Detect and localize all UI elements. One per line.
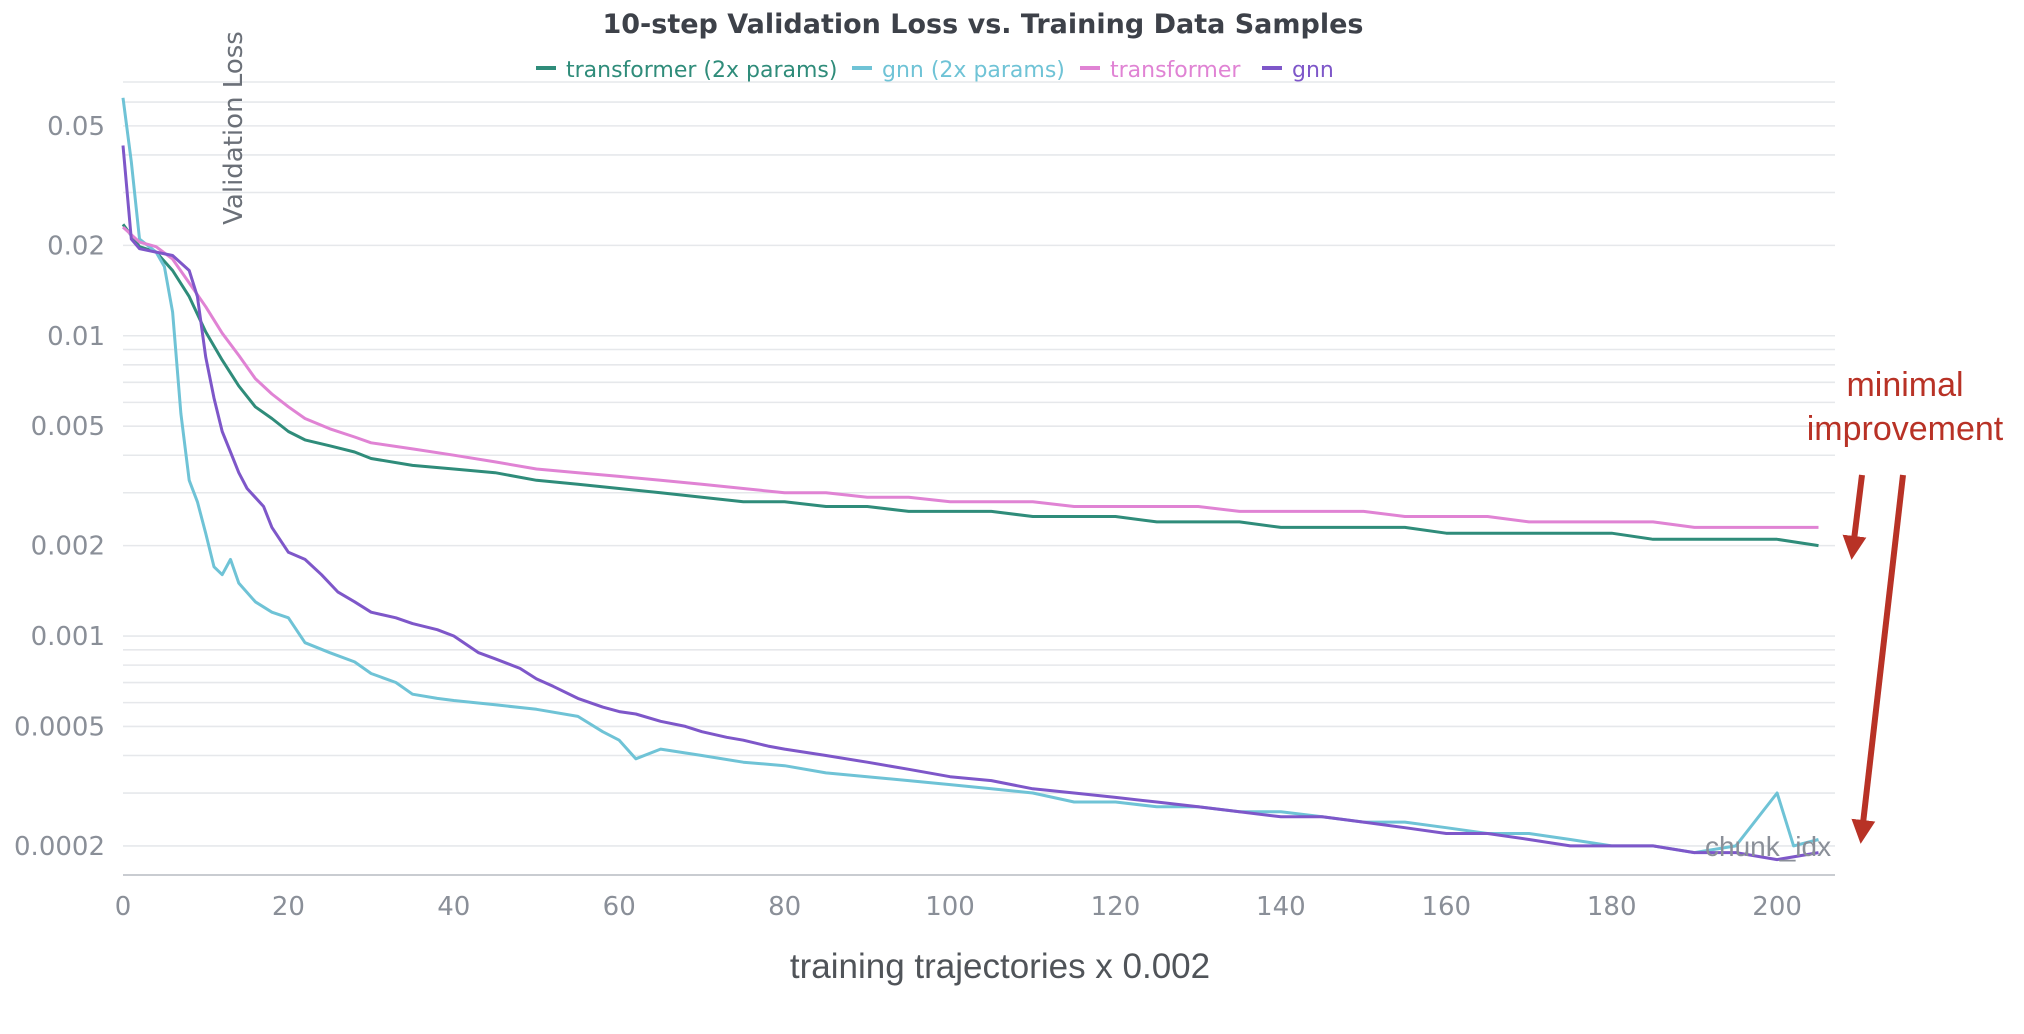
arrow-short — [1842, 474, 1867, 560]
series-line-3 — [121, 145, 1819, 862]
x-tick-label: 100 — [925, 892, 975, 922]
arrow-long — [1851, 474, 1906, 844]
x-tick-label: 0 — [115, 892, 132, 922]
series-line-0 — [121, 223, 1819, 548]
y-tick-label: 0.005 — [31, 412, 105, 442]
x-tick-label: 180 — [1587, 892, 1637, 922]
y-tick-label: 0.05 — [47, 112, 105, 142]
x-tick-label: 140 — [1256, 892, 1306, 922]
x-tick-label: 80 — [768, 892, 801, 922]
series-line-1 — [121, 97, 1819, 855]
x-tick-label: 200 — [1752, 892, 1802, 922]
annotation-line-2: improvement — [1807, 410, 2004, 448]
y-tick-label: 0.0005 — [14, 712, 105, 742]
y-axis-label: Validation Loss — [219, 31, 249, 225]
y-tick-label: 0.02 — [47, 231, 105, 261]
legend-label: transformer (2x params) — [566, 58, 837, 83]
legend: transformer (2x params) gnn (2x params) tr… — [536, 58, 1334, 83]
series-lines — [121, 97, 1819, 862]
y-tick-label: 0.002 — [31, 532, 105, 562]
x-tick-label: 20 — [272, 892, 305, 922]
legend-label: gnn — [1292, 58, 1334, 83]
chunk-idx-label: chunk_idx — [1705, 831, 1831, 862]
x-tick-label: 60 — [603, 892, 636, 922]
x-tick-labels: 0 20 40 60 80 100 120 140 160 180 200 — [115, 892, 1802, 922]
y-tick-label: 0.01 — [47, 322, 105, 352]
chart-title: 10-step Validation Loss vs. Training Dat… — [602, 9, 1363, 40]
y-tick-labels: 0.05 0.02 0.01 0.005 0.002 0.001 0.0005 0.0002 — [14, 112, 105, 862]
x-tick-label: 40 — [437, 892, 470, 922]
y-tick-label: 0.001 — [31, 622, 105, 652]
series-line-2 — [121, 225, 1819, 529]
x-tick-label: 120 — [1091, 892, 1141, 922]
legend-label: gnn (2x params) — [882, 58, 1065, 83]
x-tick-label: 160 — [1421, 892, 1471, 922]
y-tick-label: 0.0002 — [14, 832, 105, 862]
x-axis-label: training trajectories x 0.002 — [790, 947, 1210, 986]
grid-lines — [123, 81, 1835, 876]
annotation-line-1: minimal — [1846, 366, 1963, 404]
legend-label: transformer — [1110, 58, 1241, 83]
